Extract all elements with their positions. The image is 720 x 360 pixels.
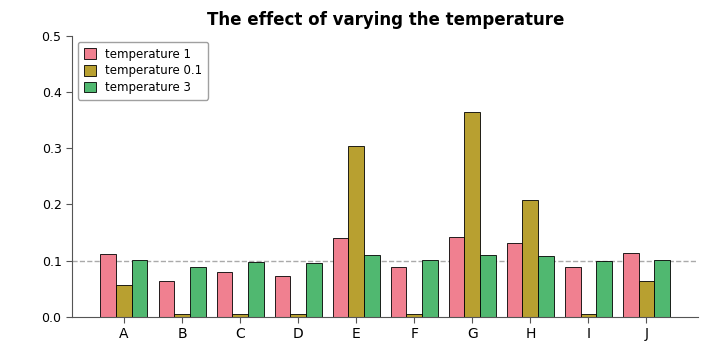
Bar <box>580 314 596 317</box>
Title: The effect of varying the temperature: The effect of varying the temperature <box>207 11 564 29</box>
Bar <box>174 314 190 317</box>
Bar <box>116 285 132 317</box>
Bar <box>348 145 364 317</box>
Legend: temperature 1, temperature 0.1, temperature 3: temperature 1, temperature 0.1, temperat… <box>78 42 208 100</box>
Bar <box>480 255 496 317</box>
Bar <box>406 314 422 317</box>
Bar <box>158 282 174 317</box>
Bar <box>333 238 348 317</box>
Bar <box>132 260 148 317</box>
Bar <box>274 276 290 317</box>
Bar <box>654 260 670 317</box>
Bar <box>422 260 438 317</box>
Bar <box>523 200 538 317</box>
Bar <box>464 112 480 317</box>
Bar <box>364 255 379 317</box>
Bar <box>391 267 406 317</box>
Bar <box>507 243 523 317</box>
Bar <box>306 263 322 317</box>
Bar <box>449 237 464 317</box>
Bar <box>248 262 264 317</box>
Bar <box>596 261 612 317</box>
Bar <box>639 282 654 317</box>
Bar <box>233 314 248 317</box>
Bar <box>190 267 205 317</box>
Bar <box>290 314 306 317</box>
Bar <box>623 253 639 317</box>
Bar <box>538 256 554 317</box>
Bar <box>101 254 116 317</box>
Bar <box>217 272 233 317</box>
Bar <box>565 267 580 317</box>
